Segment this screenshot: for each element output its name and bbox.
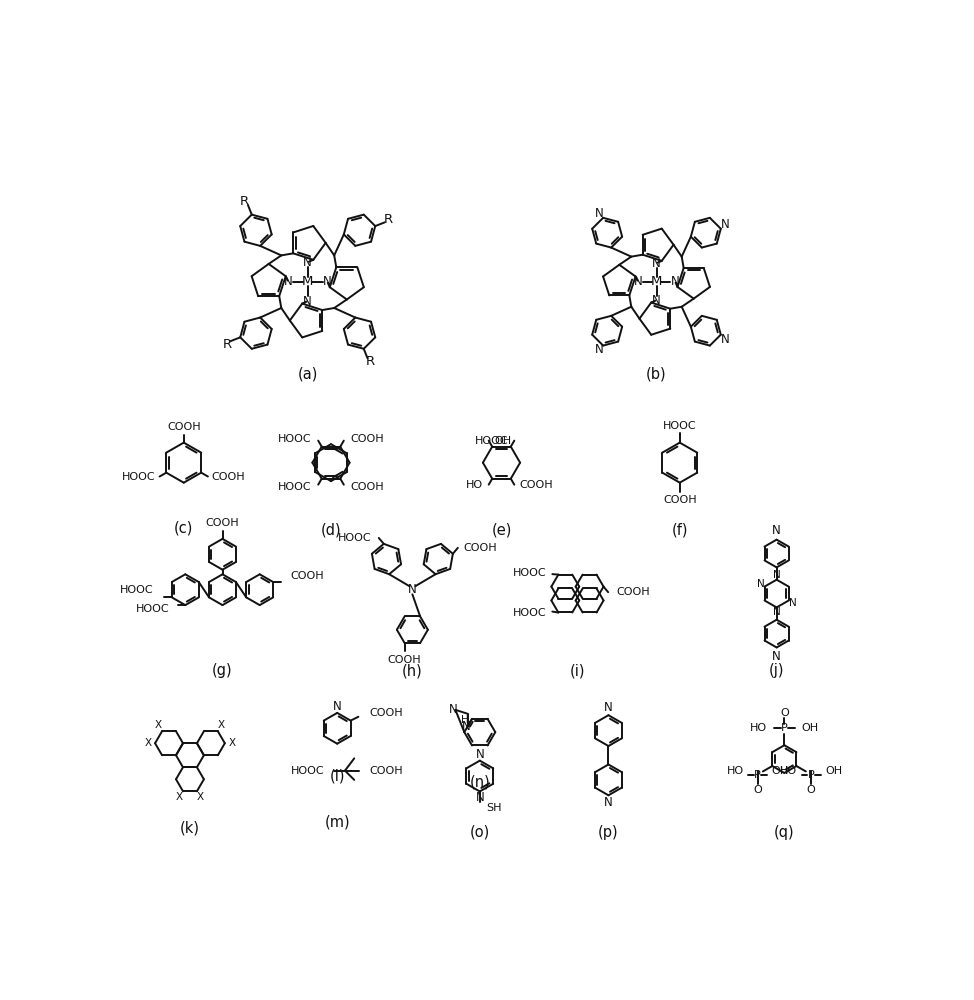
Text: HO: HO (727, 766, 743, 776)
Text: N: N (594, 207, 603, 220)
Text: COOH: COOH (370, 766, 403, 776)
Text: N: N (408, 583, 417, 596)
Text: P: P (781, 723, 788, 733)
Text: N: N (462, 720, 470, 733)
Text: N: N (333, 700, 342, 713)
Text: HO: HO (780, 766, 798, 776)
Text: (m): (m) (324, 815, 350, 830)
Text: COOH: COOH (617, 587, 650, 597)
Text: OH: OH (771, 766, 789, 776)
Text: (p): (p) (598, 825, 618, 840)
Text: X: X (218, 720, 225, 730)
Text: N: N (789, 598, 797, 608)
Text: COOH: COOH (211, 472, 245, 482)
Text: X: X (176, 792, 183, 802)
Text: HO: HO (750, 723, 768, 733)
Text: N: N (772, 570, 780, 580)
Text: N: N (594, 343, 603, 356)
Text: N: N (671, 275, 680, 288)
Text: HOOC: HOOC (120, 585, 153, 595)
Text: N: N (653, 294, 661, 307)
Text: R: R (384, 213, 393, 226)
Text: HOOC: HOOC (291, 766, 324, 776)
Text: N: N (283, 275, 292, 288)
Text: HO: HO (467, 480, 483, 490)
Text: N: N (449, 703, 458, 716)
Text: (k): (k) (180, 821, 200, 836)
Text: COOH: COOH (167, 422, 201, 432)
Text: OH: OH (494, 436, 511, 446)
Text: N: N (721, 218, 730, 231)
Text: (h): (h) (402, 663, 423, 678)
Text: COOH: COOH (351, 434, 384, 444)
Text: O: O (780, 708, 789, 718)
Text: (b): (b) (646, 367, 667, 382)
Text: P: P (807, 770, 814, 780)
Text: (d): (d) (320, 522, 341, 537)
Text: COOH: COOH (663, 495, 696, 505)
Text: (j): (j) (768, 663, 784, 678)
Text: N: N (475, 748, 484, 761)
Text: O: O (753, 785, 762, 795)
Text: X: X (155, 720, 162, 730)
Text: HOOC: HOOC (513, 608, 546, 618)
Text: OH: OH (802, 723, 818, 733)
Text: (i): (i) (570, 663, 585, 678)
Text: X: X (144, 738, 152, 748)
Text: COOH: COOH (369, 708, 403, 718)
Text: (f): (f) (671, 522, 688, 537)
Text: COOH: COOH (206, 518, 240, 528)
Text: HOOC: HOOC (122, 472, 156, 482)
Text: N: N (475, 791, 484, 804)
Text: N: N (303, 295, 312, 308)
Text: HOOC: HOOC (279, 482, 312, 492)
Text: R: R (241, 195, 249, 208)
Text: M: M (651, 275, 662, 288)
Text: (c): (c) (174, 521, 194, 536)
Text: N: N (604, 701, 613, 714)
Text: (o): (o) (469, 825, 490, 840)
Text: COOH: COOH (464, 543, 498, 553)
Text: (l): (l) (329, 769, 345, 784)
Text: (a): (a) (298, 367, 318, 382)
Text: (n): (n) (469, 775, 490, 790)
Text: (g): (g) (212, 663, 233, 678)
Text: N: N (604, 796, 613, 809)
Text: N: N (653, 257, 661, 270)
Text: HOOC: HOOC (338, 533, 372, 543)
Text: X: X (197, 792, 204, 802)
Text: N: N (757, 579, 765, 589)
Text: H: H (462, 715, 469, 725)
Text: R: R (366, 355, 375, 368)
Text: X: X (228, 738, 236, 748)
Text: SH: SH (486, 803, 502, 813)
Text: R: R (223, 338, 232, 351)
Text: COOH: COOH (351, 482, 384, 492)
Text: HOOC: HOOC (475, 436, 508, 446)
Text: COOH: COOH (388, 655, 422, 665)
Text: N: N (772, 650, 781, 663)
Text: N: N (772, 524, 781, 537)
Text: (e): (e) (491, 522, 511, 537)
Text: COOH: COOH (290, 571, 323, 581)
Text: HOOC: HOOC (136, 604, 169, 614)
Text: N: N (323, 275, 332, 288)
Text: M: M (302, 275, 314, 288)
Text: (q): (q) (774, 825, 795, 840)
Text: N: N (633, 275, 642, 288)
Text: N: N (772, 607, 780, 617)
Text: COOH: COOH (520, 480, 553, 490)
Text: HOOC: HOOC (513, 568, 546, 578)
Text: OH: OH (825, 766, 843, 776)
Text: HOOC: HOOC (279, 434, 312, 444)
Text: P: P (754, 770, 761, 780)
Text: HOOC: HOOC (663, 421, 696, 431)
Text: N: N (721, 333, 730, 346)
Text: N: N (303, 256, 312, 269)
Text: O: O (806, 785, 815, 795)
